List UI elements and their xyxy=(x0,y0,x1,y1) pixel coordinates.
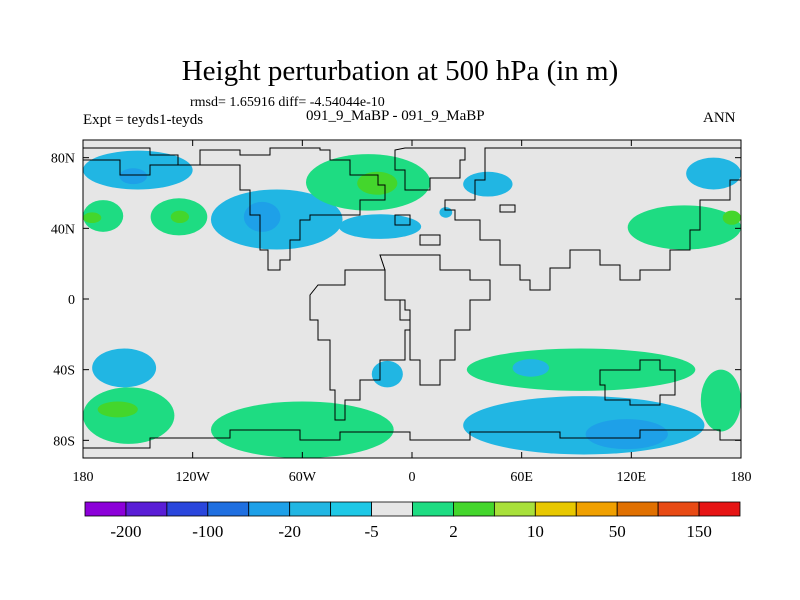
field-region xyxy=(338,214,422,239)
colorbar-swatch xyxy=(207,501,250,517)
season-label: ANN xyxy=(703,110,736,126)
y-tick-label: 40N xyxy=(51,222,75,237)
field-region xyxy=(210,401,394,458)
colorbar-swatch xyxy=(534,501,577,517)
y-tick-label: 0 xyxy=(68,293,75,308)
field-region xyxy=(585,419,668,450)
colorbar-swatch xyxy=(84,501,127,517)
field-region xyxy=(439,207,453,218)
coastline-antarctica xyxy=(83,429,741,449)
experiment-label: Expt = teyds1-teyds xyxy=(83,112,204,128)
coastline-australia xyxy=(599,359,676,406)
field-region xyxy=(686,157,741,190)
field-region xyxy=(463,396,705,455)
colorbar-label: -20 xyxy=(278,522,301,541)
x-tick-label: 180 xyxy=(73,470,94,485)
colorbar-label: -100 xyxy=(192,522,223,541)
coastline-africa xyxy=(379,254,491,386)
colorbar-swatch xyxy=(330,501,372,517)
field-region xyxy=(512,359,550,377)
colorbar-swatch xyxy=(657,501,700,517)
colorbar-label: -5 xyxy=(364,522,378,541)
colorbar-swatch xyxy=(493,501,536,517)
colorbar-swatch xyxy=(698,501,741,517)
field-region xyxy=(170,210,190,224)
colorbar-swatch xyxy=(616,501,659,517)
field-region xyxy=(243,201,281,232)
field-region xyxy=(83,200,124,232)
colorbar-swatch xyxy=(166,501,209,517)
x-tick-label: 60E xyxy=(510,470,533,485)
field-region xyxy=(371,360,403,388)
x-tick-label: 0 xyxy=(409,470,416,485)
field-region xyxy=(83,212,102,224)
x-tick-label: 120E xyxy=(617,470,647,485)
colorbar-swatch xyxy=(453,501,495,517)
colorbar-swatch xyxy=(371,501,413,517)
colorbar-swatch xyxy=(125,501,168,517)
colorbar-label: 50 xyxy=(609,522,626,541)
colorbar-label: 2 xyxy=(449,522,458,541)
y-tick-label: 80N xyxy=(51,152,75,167)
y-tick-label: 40S xyxy=(53,364,75,379)
colorbar-label: 10 xyxy=(527,522,544,541)
case-label: 091_9_MaBP - 091_9_MaBP xyxy=(306,108,485,124)
field-region xyxy=(97,401,138,418)
y-tick-label: 80S xyxy=(53,434,75,449)
x-tick-label: 120W xyxy=(176,470,211,485)
field-region xyxy=(119,168,147,185)
field-region xyxy=(357,171,398,195)
field-region xyxy=(92,348,157,388)
coastline-eurasia xyxy=(444,147,741,291)
coastline-greenland xyxy=(394,147,466,191)
coastline-asia-islands xyxy=(394,204,516,246)
field-region xyxy=(722,210,741,225)
colorbar-swatch xyxy=(412,501,454,517)
x-tick-label: 60W xyxy=(289,470,317,485)
field-region xyxy=(700,369,741,432)
colorbar-swatch xyxy=(289,501,332,517)
colorbar-label: -200 xyxy=(110,522,141,541)
field-region xyxy=(466,348,696,391)
field-region xyxy=(627,205,741,250)
coastline-north-america xyxy=(83,147,386,271)
colorbar-swatch xyxy=(575,501,618,517)
field-region xyxy=(463,171,513,197)
colorbar-label: 150 xyxy=(686,522,712,541)
colorbar-swatch xyxy=(248,501,291,517)
x-tick-label: 180 xyxy=(731,470,752,485)
stats-label: rmsd= 1.65916 diff= -4.54044e-10 xyxy=(190,95,385,110)
chart-title: Height perturbation at 500 hPa (in m) xyxy=(181,55,619,87)
